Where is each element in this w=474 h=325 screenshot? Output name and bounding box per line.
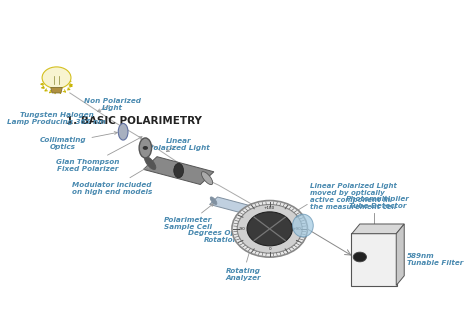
Text: Modulator included
on high end models: Modulator included on high end models	[72, 166, 152, 195]
Ellipse shape	[232, 201, 308, 257]
Text: Polarimeter
Sample Cell: Polarimeter Sample Cell	[164, 204, 213, 230]
Ellipse shape	[237, 204, 302, 253]
Circle shape	[143, 146, 148, 150]
Text: Linear
Polarized Light: Linear Polarized Light	[148, 138, 210, 152]
FancyBboxPatch shape	[351, 233, 397, 286]
Polygon shape	[144, 157, 214, 185]
Ellipse shape	[118, 124, 128, 140]
Text: -90: -90	[239, 227, 246, 231]
Text: 0: 0	[268, 248, 271, 252]
Ellipse shape	[174, 163, 183, 178]
Text: +90: +90	[293, 227, 301, 231]
Ellipse shape	[251, 208, 258, 215]
Polygon shape	[210, 197, 259, 215]
Text: Tungsten Halogen
Lamp Producing 365 nm: Tungsten Halogen Lamp Producing 365 nm	[7, 112, 106, 125]
Ellipse shape	[247, 212, 292, 246]
Text: 1. BASIC POLARIMETRY: 1. BASIC POLARIMETRY	[66, 116, 202, 126]
Text: Rotating
Analyzer: Rotating Analyzer	[225, 201, 265, 281]
Polygon shape	[396, 224, 404, 285]
Text: Collimating
Optics: Collimating Optics	[40, 132, 117, 150]
Text: 589nm
Tunable Filter: 589nm Tunable Filter	[407, 253, 464, 266]
Text: Glan Thompson
Fixed Polarizer: Glan Thompson Fixed Polarizer	[56, 137, 142, 172]
Text: +180: +180	[264, 206, 275, 210]
Text: Non Polarized
Light: Non Polarized Light	[83, 98, 140, 111]
Polygon shape	[51, 87, 62, 93]
Text: Degrees Optical
Rotation: Degrees Optical Rotation	[188, 224, 257, 243]
Ellipse shape	[139, 138, 152, 158]
Polygon shape	[352, 224, 404, 234]
Text: Photomultiplier
Tube Detector: Photomultiplier Tube Detector	[346, 196, 410, 209]
Ellipse shape	[292, 214, 313, 237]
Ellipse shape	[145, 157, 156, 170]
Ellipse shape	[210, 197, 217, 204]
Ellipse shape	[42, 67, 71, 88]
Circle shape	[353, 252, 366, 262]
Text: Linear Polarized Light
moved by optically
active component in
the measurement ce: Linear Polarized Light moved by opticall…	[310, 183, 397, 210]
Ellipse shape	[201, 172, 213, 185]
